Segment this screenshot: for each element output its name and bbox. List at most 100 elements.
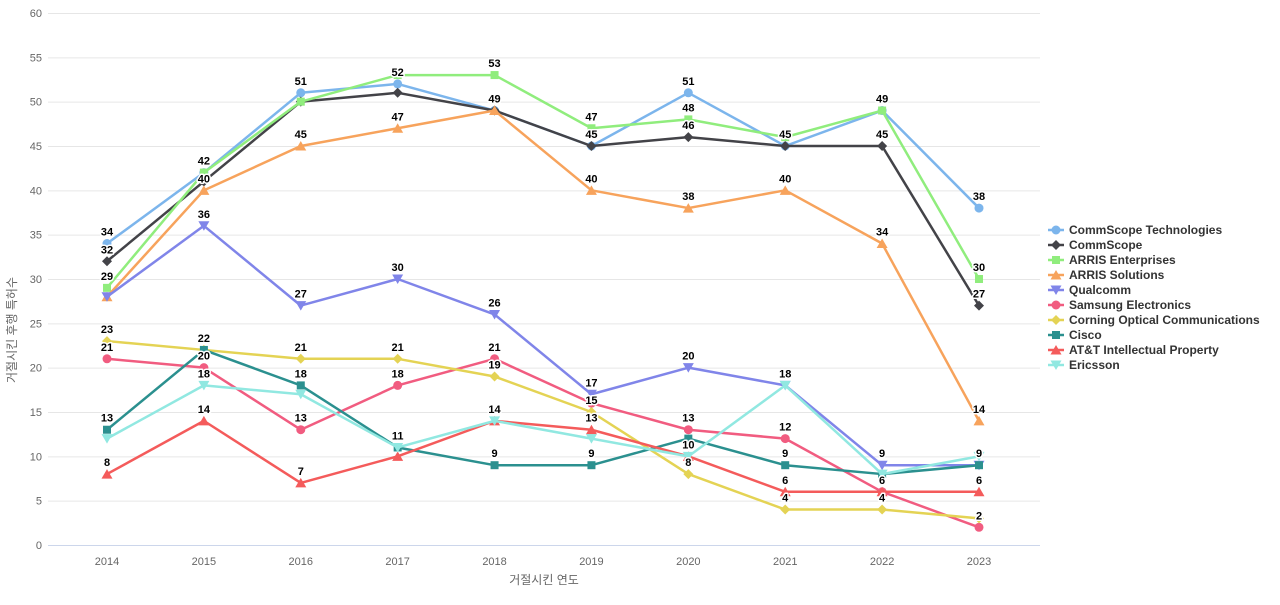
data-point-marker	[1050, 285, 1062, 295]
legend-item-at-t-intellectual-property[interactable]: AT&T Intellectual Property	[1048, 342, 1260, 357]
data-point-marker	[975, 461, 984, 470]
data-point-marker	[101, 434, 113, 444]
plot-series	[101, 71, 985, 532]
legend-item-ericsson[interactable]: Ericsson	[1048, 357, 1260, 372]
y-tick-label: 5	[36, 496, 42, 508]
legend-marker-icon	[1048, 300, 1064, 309]
data-point-marker	[296, 425, 306, 435]
data-point-marker	[974, 203, 984, 213]
data-label: 8	[104, 457, 110, 469]
x-tick-label: 2022	[870, 556, 894, 568]
data-label: 7	[298, 466, 304, 478]
data-label: 18	[295, 368, 307, 380]
data-point-marker	[198, 221, 210, 231]
data-point-marker	[876, 460, 888, 471]
data-label: 17	[585, 377, 597, 389]
data-point-marker	[586, 140, 597, 151]
data-point-marker	[1050, 344, 1062, 354]
data-point-marker	[489, 309, 501, 320]
data-point-marker	[781, 133, 790, 142]
data-label: 13	[585, 413, 597, 425]
x-tick-label: 2019	[579, 556, 603, 568]
data-label: 18	[198, 368, 210, 380]
data-point-marker	[779, 486, 791, 497]
y-axis-title: 거절시킨 후행 특허수	[4, 277, 19, 383]
legend-item-qualcomm[interactable]: Qualcomm	[1048, 282, 1260, 297]
data-point-marker	[1052, 255, 1060, 264]
legend-label: Ericsson	[1069, 357, 1120, 372]
data-point-marker	[1051, 225, 1061, 234]
legend-label: Samsung Electronics	[1069, 297, 1192, 312]
data-label: 19	[488, 360, 500, 372]
data-point-marker	[392, 87, 403, 98]
y-tick-label: 15	[30, 407, 42, 419]
data-label: 40	[198, 173, 210, 185]
data-point-marker	[779, 185, 791, 195]
data-point-marker	[199, 363, 209, 373]
data-point-marker	[296, 88, 306, 98]
data-point-marker	[199, 168, 208, 177]
series-line	[105, 348, 981, 476]
legend-item-samsung-electronics[interactable]: Samsung Electronics	[1048, 297, 1260, 312]
data-point-marker	[392, 274, 404, 284]
data-label: 27	[295, 289, 307, 301]
legend-item-arris-solutions[interactable]: ARRIS Solutions	[1048, 267, 1260, 282]
data-label: 13	[295, 413, 307, 425]
data-label: 14	[973, 404, 986, 416]
data-label: 38	[973, 191, 985, 203]
series-line	[105, 357, 981, 529]
y-tick-label: 35	[30, 230, 42, 242]
data-label: 46	[682, 120, 694, 132]
data-label: 48	[682, 102, 694, 114]
legend-item-corning-optical-communications[interactable]: Corning Optical Communications	[1048, 312, 1260, 327]
data-point-marker	[683, 132, 694, 143]
legend-item-cisco[interactable]: Cisco	[1048, 327, 1260, 342]
data-label: 12	[779, 422, 791, 434]
data-point-marker	[683, 88, 693, 98]
data-label: 21	[101, 342, 113, 354]
data-point-marker	[684, 115, 693, 124]
data-label: 9	[976, 448, 982, 460]
data-label: 29	[101, 271, 113, 283]
legend-item-arris-enterprises[interactable]: ARRIS Enterprises	[1048, 252, 1260, 267]
data-label: 26	[488, 297, 500, 309]
legend-item-commscope-technologies[interactable]: CommScope Technologies	[1048, 222, 1260, 237]
data-label: 22	[198, 333, 210, 345]
data-label: 34	[876, 227, 889, 239]
data-point-marker	[974, 300, 985, 311]
x-tick-label: 2023	[967, 556, 991, 568]
data-label: 20	[682, 351, 694, 363]
data-point-marker	[102, 354, 112, 364]
legend-marker-icon	[1048, 255, 1064, 264]
data-point-marker	[198, 415, 210, 426]
data-point-marker	[392, 451, 404, 461]
y-tick-label: 30	[30, 274, 42, 286]
y-tick-label: 10	[30, 451, 42, 463]
data-label: 21	[488, 342, 500, 354]
legend-label: Corning Optical Communications	[1069, 312, 1260, 327]
data-label: 45	[779, 129, 791, 141]
data-label: 47	[585, 111, 597, 123]
data-label: 51	[682, 76, 694, 88]
data-label: 13	[101, 413, 113, 425]
legend-label: Qualcomm	[1069, 282, 1132, 297]
data-point-marker	[1050, 360, 1062, 370]
data-label: 23	[101, 324, 113, 336]
y-tick-label: 0	[36, 540, 42, 552]
series-line	[105, 73, 981, 290]
data-point-marker	[490, 354, 500, 364]
data-point-marker	[682, 363, 694, 373]
data-label: 9	[491, 448, 497, 460]
series-line	[105, 109, 981, 423]
data-label: 21	[392, 342, 404, 354]
data-point-marker	[682, 203, 694, 213]
data-point-marker	[295, 353, 306, 364]
data-label: 14	[488, 404, 501, 416]
data-label: 45	[876, 129, 888, 141]
legend-item-commscope[interactable]: CommScope	[1048, 237, 1260, 252]
data-label: 36	[198, 209, 210, 221]
series-line	[105, 91, 981, 307]
data-label: 20	[198, 351, 210, 363]
